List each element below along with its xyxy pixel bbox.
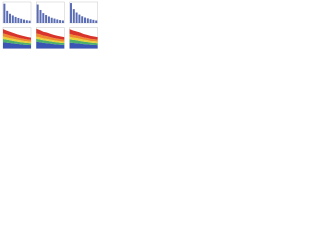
area <box>69 39 98 46</box>
bar <box>9 13 11 23</box>
area <box>36 28 65 40</box>
bar <box>14 16 17 23</box>
area <box>36 41 65 49</box>
bar <box>70 3 72 24</box>
plot-frame <box>2 1 32 24</box>
bar <box>23 19 25 23</box>
bar <box>25 20 28 23</box>
bar <box>78 14 81 23</box>
area <box>3 39 31 46</box>
bar <box>39 9 42 23</box>
area <box>3 29 31 40</box>
area <box>36 36 65 44</box>
bar <box>56 19 59 23</box>
bar <box>36 4 39 23</box>
bar <box>61 20 64 23</box>
area <box>69 42 98 49</box>
bar <box>42 13 45 23</box>
bar <box>59 20 62 23</box>
bar <box>75 12 78 23</box>
bar <box>84 17 86 23</box>
area <box>36 38 65 45</box>
area <box>3 42 31 49</box>
plot-frame <box>36 1 65 24</box>
bar <box>20 18 23 23</box>
bar <box>81 16 84 23</box>
bar <box>6 10 9 23</box>
area <box>36 33 65 42</box>
bar <box>17 17 20 23</box>
bar <box>53 18 56 23</box>
bar <box>92 19 95 23</box>
bar <box>45 15 48 23</box>
bar <box>28 20 31 23</box>
bar <box>95 20 98 23</box>
bar <box>72 9 75 23</box>
area <box>69 33 98 42</box>
bar <box>3 3 6 23</box>
bar <box>50 17 53 23</box>
area <box>69 29 98 40</box>
bar <box>86 18 89 23</box>
area <box>69 36 98 44</box>
plot-frame <box>69 1 98 24</box>
bar <box>89 19 92 23</box>
bar <box>47 16 50 23</box>
bar <box>11 15 14 23</box>
chart-grid <box>2 1 98 49</box>
